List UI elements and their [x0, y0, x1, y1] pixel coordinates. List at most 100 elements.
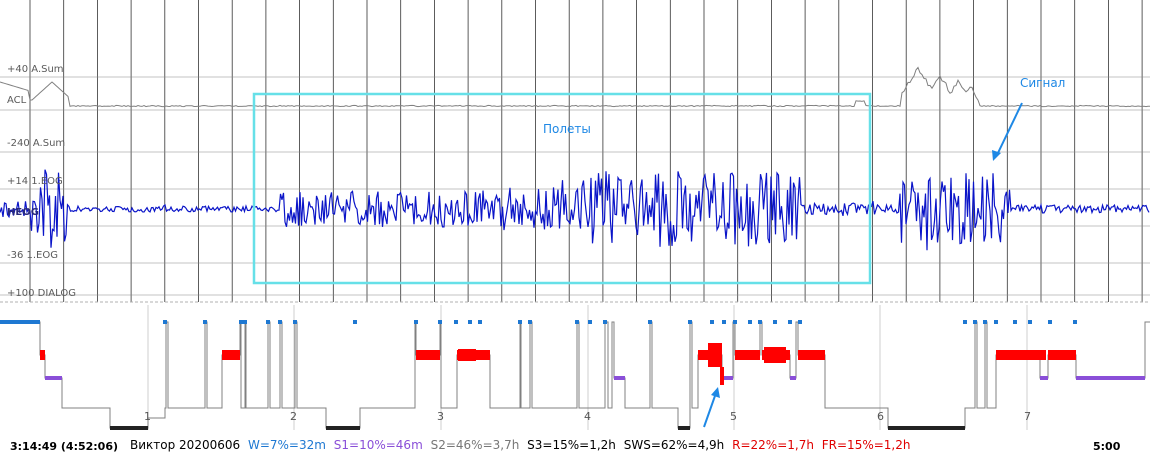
sleep-stats: Виктор 20200606 W=7%=32m S1=10%=46m S2=4…: [130, 438, 910, 452]
stage-block-r: [735, 350, 760, 360]
annotation-signal: Сигнал: [1020, 76, 1066, 90]
cycle-number-4: 4: [584, 410, 591, 423]
stage-block-s4: [888, 426, 965, 430]
heog-trace: [0, 169, 1150, 251]
stage-block-r: [708, 343, 722, 367]
end-time: 5:00: [1093, 440, 1121, 453]
wake-marker: [518, 320, 522, 324]
wake-marker: [293, 320, 297, 324]
wake-marker: [243, 320, 247, 324]
wake-marker: [528, 320, 532, 324]
wake-marker: [454, 320, 458, 324]
wake-marker: [773, 320, 777, 324]
stage-block-w: [0, 320, 40, 324]
stage-block-s1: [722, 376, 733, 380]
channel-label-dialog: +100 DIALOG: [7, 288, 76, 299]
current-time: 3:14:49 (4:52:06): [10, 440, 119, 453]
stage-block-r: [764, 347, 786, 363]
stage-block-s4: [678, 426, 690, 430]
wake-marker: [722, 320, 726, 324]
wake-marker: [963, 320, 967, 324]
wake-marker: [748, 320, 752, 324]
channel-label-asum-top: +40 A.Sum: [7, 64, 64, 75]
channel-gridlines: [0, 76, 1150, 296]
stat-s1: S1=10%=46m: [333, 438, 423, 452]
wake-marker: [994, 320, 998, 324]
stat-s2: S2=46%=3,7h: [430, 438, 520, 452]
stage-block-s1: [790, 376, 796, 380]
wake-marker: [758, 320, 762, 324]
stage-block-s4: [110, 426, 148, 430]
cycle-number-5: 5: [730, 410, 737, 423]
channel-label-eog-bottom: -36 1.EOG: [7, 250, 58, 261]
rem-arrow: [703, 387, 720, 428]
wake-marker: [239, 320, 243, 324]
cycle-number-6: 6: [877, 410, 884, 423]
stage-block-r: [222, 350, 240, 360]
wake-marker: [588, 320, 592, 324]
stage-block-r: [720, 367, 724, 385]
hypnogram-panel[interactable]: 1 2 3 4 5 6 7: [0, 305, 1150, 435]
stage-block-s4: [326, 426, 360, 430]
wake-marker: [710, 320, 714, 324]
wake-marker: [983, 320, 987, 324]
time-gridlines: [29, 0, 1143, 302]
wake-marker: [733, 320, 737, 324]
stat-fast-rem: FR=15%=1,2h: [821, 438, 911, 452]
wake-marker: [575, 320, 579, 324]
stage-block-r: [1048, 350, 1076, 360]
signal-plot[interactable]: [0, 0, 1150, 305]
stat-wake: W=7%=32m: [247, 438, 326, 452]
cycle-number-7: 7: [1024, 410, 1031, 423]
channel-label-heog: HEOG: [7, 207, 39, 218]
cycle-number-2: 2: [290, 410, 297, 423]
wake-marker: [278, 320, 282, 324]
flights-highlight-box: [252, 92, 872, 285]
wake-marker: [1028, 320, 1032, 324]
stat-rem: R=22%=1,7h: [732, 438, 814, 452]
status-bar: 3:14:49 (4:52:06) Виктор 20200606 W=7%=3…: [0, 435, 1150, 460]
wake-marker: [798, 320, 802, 324]
channel-label-acl: ACL: [7, 95, 27, 106]
wake-marker: [266, 320, 270, 324]
stage-block-r: [1018, 350, 1046, 360]
wake-marker: [478, 320, 482, 324]
channel-label-eog-top: +14 1.EOG: [7, 176, 63, 187]
stage-block-r: [40, 350, 45, 360]
annotation-flights: Полеты: [543, 122, 591, 136]
wake-marker: [414, 320, 418, 324]
cycle-number-3: 3: [437, 410, 444, 423]
stage-block-s1: [614, 376, 625, 380]
signal-panel[interactable]: +40 A.Sum ACL -240 A.Sum +14 1.EOG HEOG …: [0, 0, 1150, 305]
stage-block-s1: [1040, 376, 1048, 380]
stat-s3: S3=15%=1,2h: [527, 438, 616, 452]
acl-trace: [0, 66, 1150, 108]
hypnogram-plot[interactable]: [0, 305, 1150, 435]
wake-marker: [468, 320, 472, 324]
cycle-number-1: 1: [144, 410, 151, 423]
stage-block-s1: [45, 376, 62, 380]
stat-sws: SWS=62%=4,9h: [623, 438, 725, 452]
wake-marker: [973, 320, 977, 324]
wake-marker: [688, 320, 692, 324]
wake-marker: [163, 320, 167, 324]
wake-marker: [788, 320, 792, 324]
wake-markers: [163, 320, 1077, 324]
stage-block-s1: [1076, 376, 1145, 380]
stage-block-r: [416, 350, 440, 360]
channel-label-asum-bottom: -240 A.Sum: [7, 138, 66, 149]
record-name: Виктор 20200606: [130, 438, 241, 452]
wake-marker: [648, 320, 652, 324]
stage-blocks: [0, 320, 1145, 430]
wake-marker: [438, 320, 442, 324]
wake-marker: [1013, 320, 1017, 324]
wake-marker: [203, 320, 207, 324]
wake-marker: [1073, 320, 1077, 324]
stage-block-r: [798, 350, 825, 360]
signal-arrow: [992, 102, 1023, 161]
wake-marker: [603, 320, 607, 324]
hypnogram-line: [0, 321, 1150, 429]
wake-marker: [353, 320, 357, 324]
wake-marker: [1048, 320, 1052, 324]
